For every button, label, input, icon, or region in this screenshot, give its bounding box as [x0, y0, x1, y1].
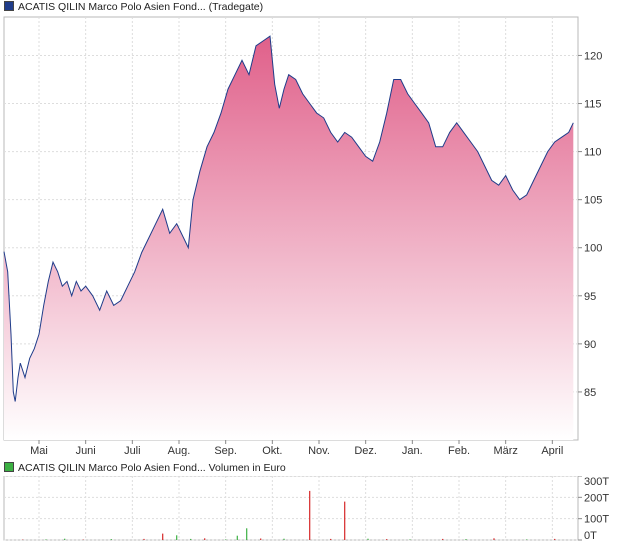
price-legend-label: ACATIS QILIN Marco Polo Asien Fond... (T… [18, 1, 264, 13]
volume-bar [526, 539, 528, 540]
volume-bar [442, 538, 444, 540]
volume-bar [45, 539, 47, 540]
price-x-tick-label: Juli [124, 445, 141, 456]
volume-y-tick-label: 200T [584, 492, 609, 504]
price-x-tick-label: Dez. [354, 445, 377, 456]
price-x-tick-label: Sep. [214, 445, 237, 456]
price-x-tick-label: April [541, 445, 563, 456]
price-chart: 85 90 95 100 105 110 115 120 Mai Juni Juli Aug. Sep.… [3, 16, 602, 456]
price-y-tick-label: 115 [584, 99, 602, 111]
volume-y-tick-label: 300T [584, 476, 609, 488]
volume-bar [330, 538, 332, 540]
volume-legend-label: ACATIS QILIN Marco Polo Asien Fond... Vo… [18, 462, 286, 474]
volume-bar [493, 538, 495, 540]
price-legend-swatch [4, 1, 14, 11]
price-y-tick-label: 105 [584, 195, 602, 207]
price-area-fill [4, 36, 574, 440]
volume-bar [386, 539, 388, 540]
price-y-tick-label: 95 [584, 291, 596, 303]
price-y-tick-label: 100 [584, 243, 602, 255]
volume-y-tick-label: 100T [584, 514, 609, 526]
volume-chart: 0T 100T 200T 300T [3, 476, 609, 542]
volume-bar [236, 535, 238, 540]
price-x-tick-label: Juni [76, 445, 96, 456]
volume-bar [190, 538, 192, 540]
volume-plot-area [3, 476, 579, 541]
volume-bar [110, 539, 112, 540]
volume-bar [204, 538, 206, 540]
volume-bar [64, 538, 66, 540]
volume-y-tick-label: 0T [584, 530, 597, 542]
volume-bar [344, 501, 346, 540]
volume-bar [283, 538, 285, 540]
volume-bar [409, 539, 411, 540]
volume-bar [176, 535, 178, 540]
price-x-tick-label: Okt. [262, 445, 282, 456]
price-y-tick-label: 90 [584, 339, 596, 351]
volume-bar [162, 533, 164, 540]
volume-bar [554, 538, 556, 540]
price-x-tick-label: Feb. [448, 445, 470, 456]
volume-bar [143, 538, 145, 540]
price-series-line [3, 35, 574, 402]
price-y-tick-label: 85 [584, 387, 596, 399]
price-x-tick-label: März [493, 445, 517, 456]
volume-legend-swatch [4, 462, 14, 472]
volume-bar [367, 538, 369, 540]
price-y-tick-label: 120 [584, 50, 602, 62]
price-legend: ACATIS QILIN Marco Polo Asien Fond... (T… [4, 0, 263, 14]
volume-bar [260, 538, 262, 540]
price-x-tick-label: Aug. [168, 445, 191, 456]
volume-bar [465, 539, 467, 540]
volume-bar [225, 539, 227, 540]
price-y-tick-label: 110 [584, 147, 602, 159]
volume-legend: ACATIS QILIN Marco Polo Asien Fond... Vo… [4, 461, 286, 475]
volume-bar [246, 528, 248, 540]
price-x-tick-label: Jan. [402, 445, 423, 456]
price-x-tick-label: Nov. [308, 445, 330, 456]
volume-bar [309, 490, 311, 540]
price-x-tick-label: Mai [30, 445, 48, 456]
